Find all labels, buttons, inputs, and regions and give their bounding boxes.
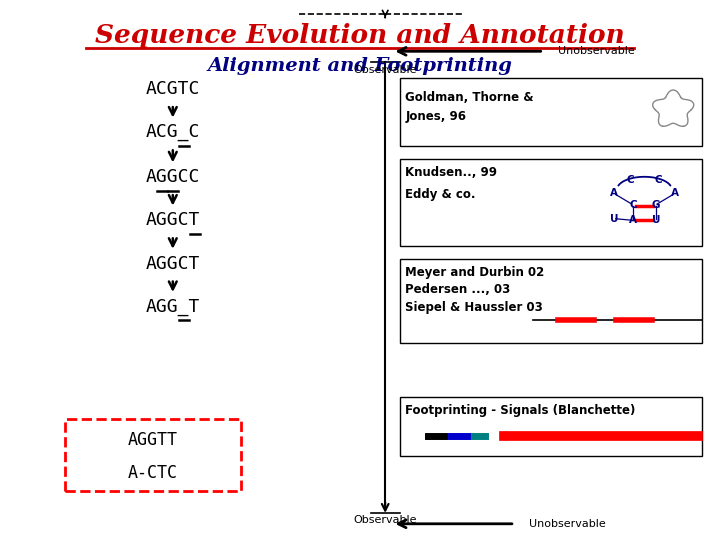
Text: AGGCT: AGGCT bbox=[145, 211, 200, 230]
Text: Sequence Evolution and Annotation: Sequence Evolution and Annotation bbox=[95, 23, 625, 48]
Text: Goldman, Thorne &: Goldman, Thorne & bbox=[405, 91, 534, 104]
Text: Meyer and Durbin 02: Meyer and Durbin 02 bbox=[405, 266, 544, 279]
Text: C: C bbox=[629, 200, 636, 210]
Text: AGGCC: AGGCC bbox=[145, 168, 200, 186]
Text: Observable: Observable bbox=[354, 65, 417, 75]
Text: Unobservable: Unobservable bbox=[529, 519, 606, 529]
Text: A: A bbox=[629, 215, 637, 225]
Bar bbox=[400, 397, 702, 456]
Bar bbox=[400, 78, 702, 146]
Text: C: C bbox=[627, 174, 634, 185]
Bar bbox=[65, 418, 241, 491]
Text: Footprinting - Signals (Blanchette): Footprinting - Signals (Blanchette) bbox=[405, 404, 636, 417]
Text: Unobservable: Unobservable bbox=[558, 46, 635, 56]
Text: Alignment and Footprinting: Alignment and Footprinting bbox=[207, 57, 513, 75]
Text: Jones, 96: Jones, 96 bbox=[405, 110, 467, 123]
Text: A-CTC: A-CTC bbox=[128, 464, 178, 482]
Text: Eddy & co.: Eddy & co. bbox=[405, 188, 476, 201]
Text: G: G bbox=[652, 200, 660, 210]
Bar bbox=[400, 259, 702, 343]
Text: C: C bbox=[654, 174, 662, 185]
Text: A: A bbox=[670, 188, 679, 198]
Text: Pedersen ..., 03: Pedersen ..., 03 bbox=[405, 284, 510, 296]
Text: Observable: Observable bbox=[354, 515, 417, 525]
Text: ACGTC: ACGTC bbox=[145, 80, 200, 98]
Text: U: U bbox=[610, 214, 618, 224]
Text: ACG_C: ACG_C bbox=[145, 123, 200, 141]
Text: AGGCT: AGGCT bbox=[145, 254, 200, 273]
Text: U: U bbox=[652, 215, 660, 225]
Bar bbox=[400, 159, 702, 246]
Text: Knudsen.., 99: Knudsen.., 99 bbox=[405, 166, 498, 179]
Text: Siepel & Haussler 03: Siepel & Haussler 03 bbox=[405, 301, 543, 314]
Text: A: A bbox=[610, 188, 618, 198]
Text: AGG_T: AGG_T bbox=[145, 298, 200, 316]
Text: AGGTT: AGGTT bbox=[128, 431, 178, 449]
